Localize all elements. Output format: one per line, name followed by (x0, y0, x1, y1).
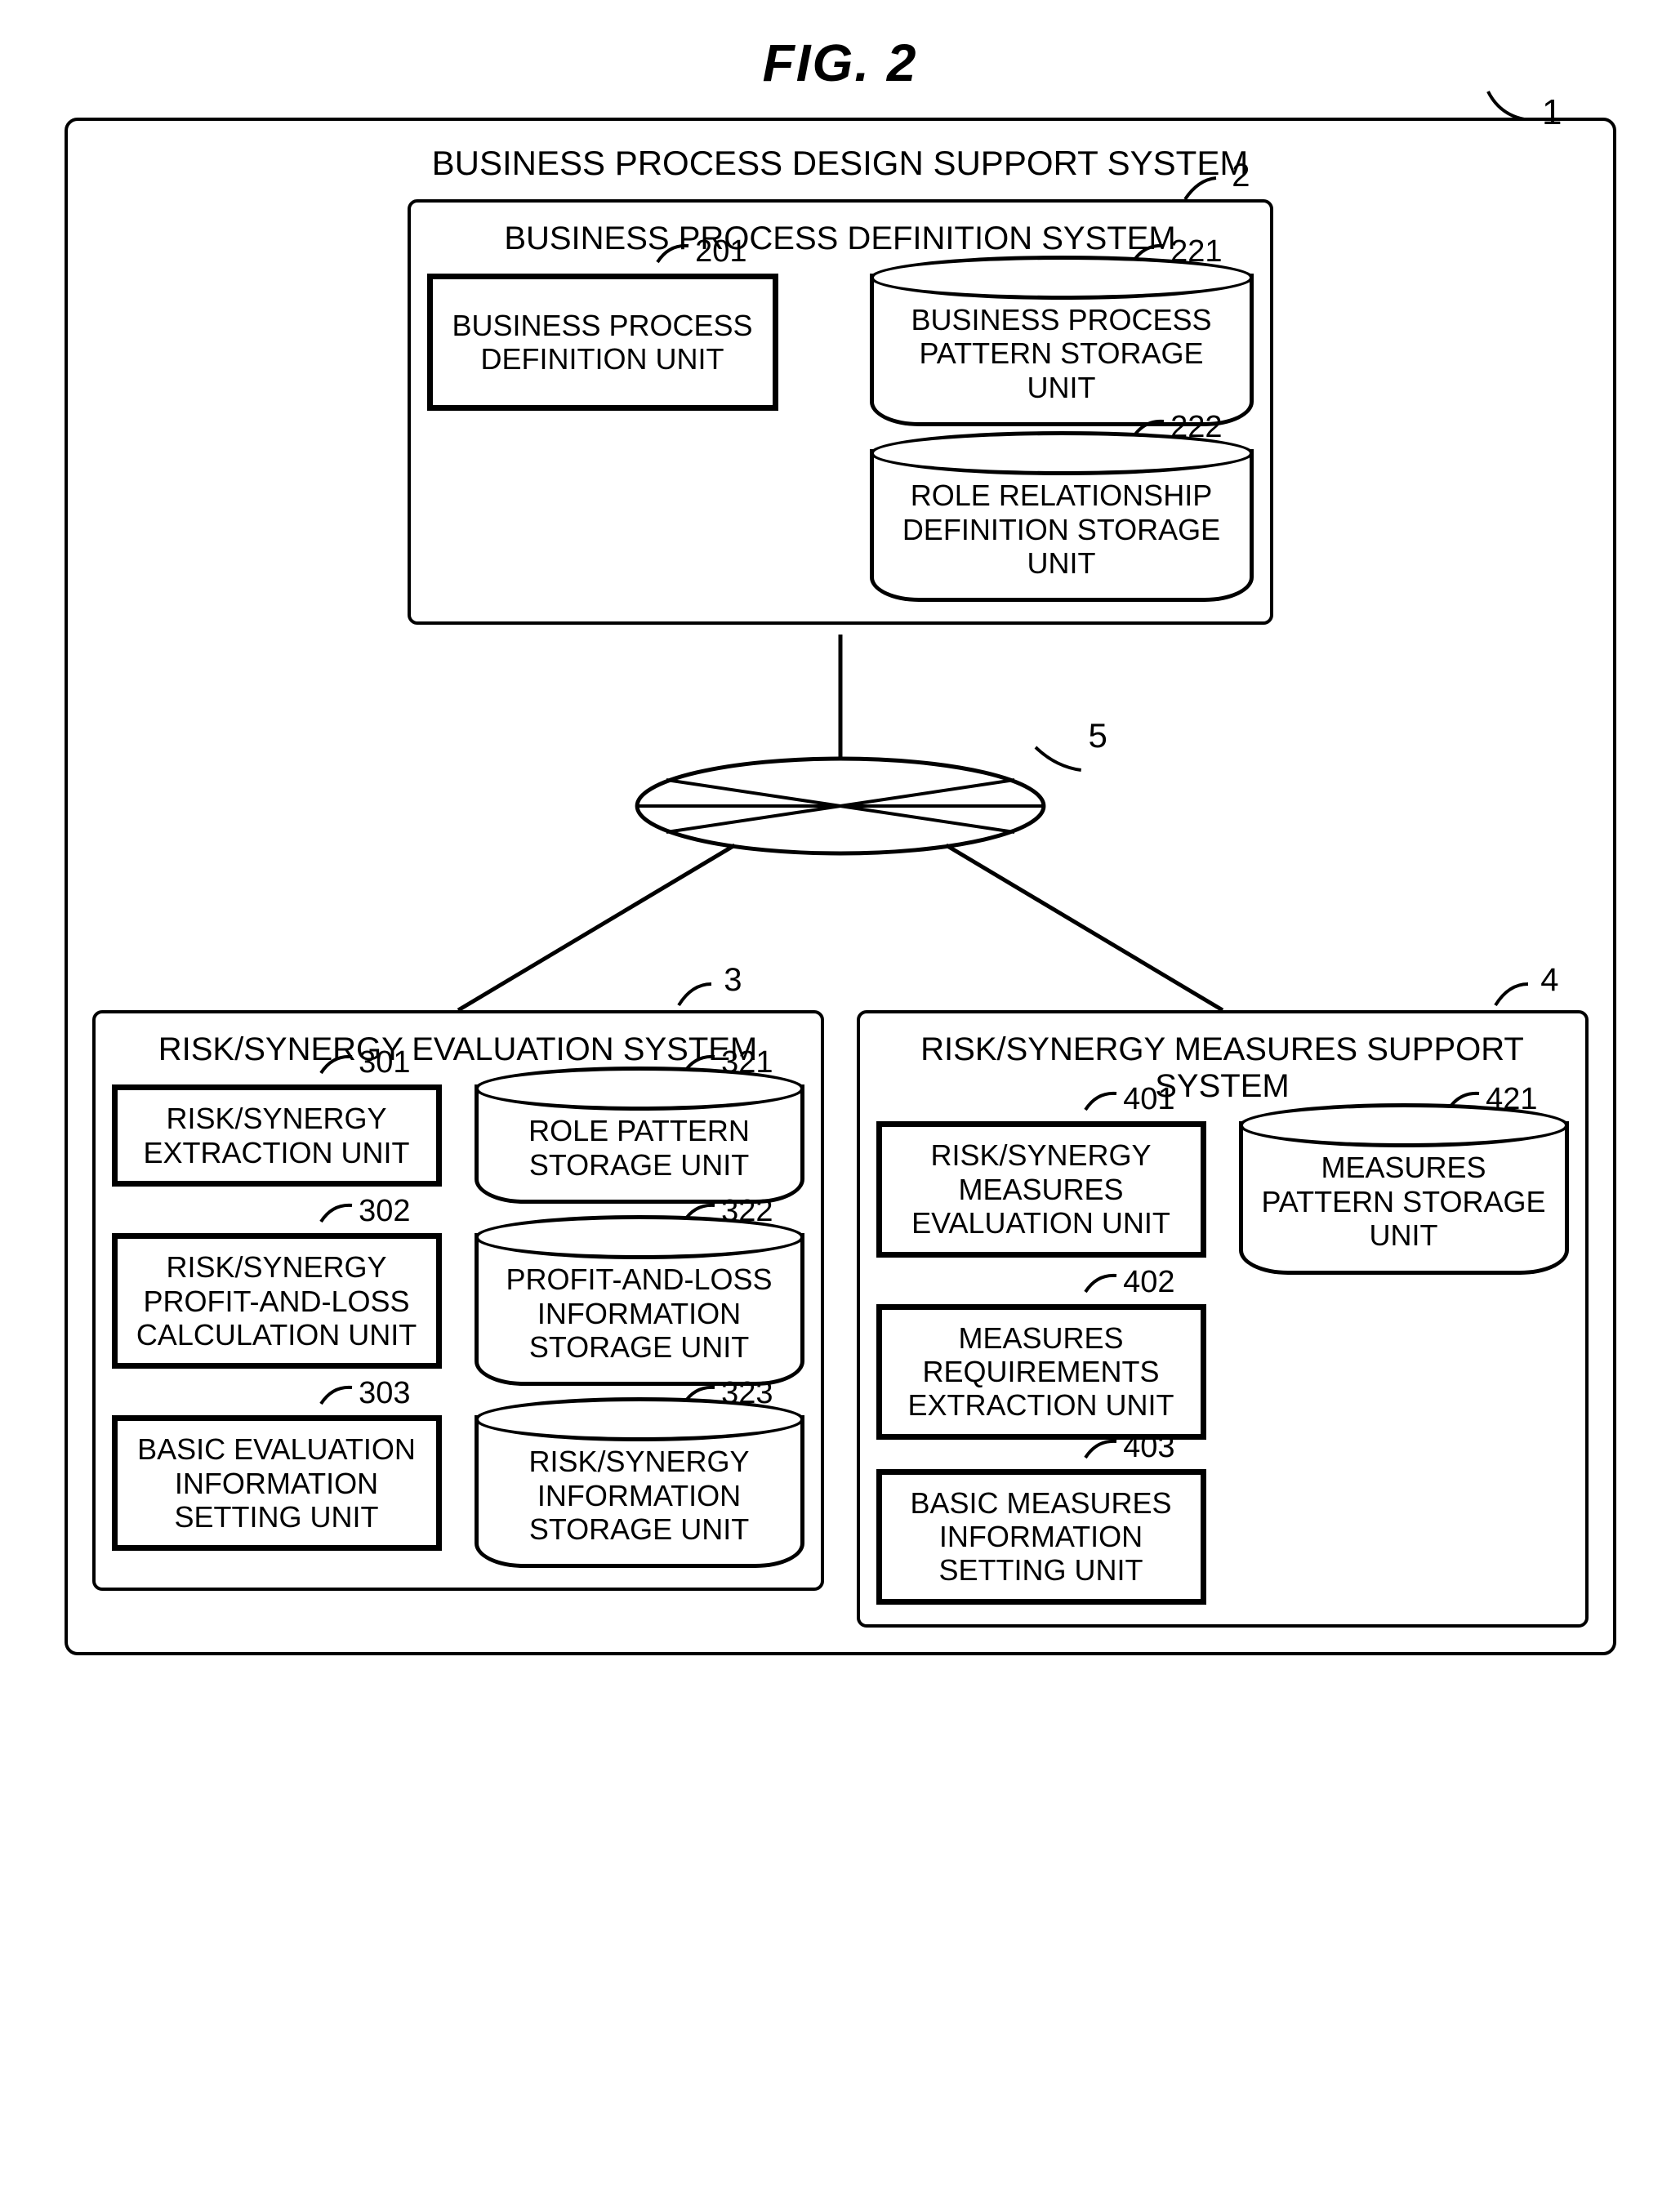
network-ref-label: 5 (1089, 716, 1107, 755)
meas-ref-num: 4 (1540, 962, 1558, 998)
network-connector: 5 (92, 635, 1589, 1010)
evaluation-system-box: RISK/SYNERGY EVALUATION SYSTEM 301 RISK/… (92, 1010, 824, 1591)
measures-requirements-extraction-unit: MEASURES REQUIREMENTS EXTRACTION UNIT (876, 1304, 1206, 1440)
ref-401: 401 (1081, 1082, 1174, 1117)
risk-synergy-measures-evaluation-unit: RISK/SYNERGY MEASURES EVALUATION UNIT (876, 1121, 1206, 1257)
eval-ref-num: 3 (724, 962, 742, 998)
basic-evaluation-info-setting-unit: BASIC EVALUATION INFORMATION SETTING UNI… (112, 1415, 442, 1551)
outer-title: BUSINESS PROCESS DESIGN SUPPORT SYSTEM (92, 144, 1589, 183)
definition-system-box: BUSINESS PROCESS DEFINITION SYSTEM 201 B… (408, 199, 1273, 625)
ref-302: 302 (316, 1194, 410, 1229)
risk-synergy-profit-loss-calc-unit: RISK/SYNERGY PROFIT-AND-LOSS CALCULATION… (112, 1233, 442, 1369)
business-process-pattern-storage: BUSINESS PROCESS PATTERN STORAGE UNIT (870, 274, 1254, 426)
profit-loss-info-storage: PROFIT-AND-LOSS INFORMATION STORAGE UNIT (475, 1233, 804, 1386)
role-relationship-definition-storage: ROLE RELATIONSHIP DEFINITION STORAGE UNI… (870, 449, 1254, 602)
basic-measures-info-setting-unit: BASIC MEASURES INFORMATION SETTING UNIT (876, 1469, 1206, 1605)
role-pattern-storage: ROLE PATTERN STORAGE UNIT (475, 1084, 804, 1204)
risk-synergy-extraction-unit: RISK/SYNERGY EXTRACTION UNIT (112, 1084, 442, 1187)
figure-title: FIG. 2 (16, 33, 1664, 93)
measures-system-box: RISK/SYNERGY MEASURES SUPPORT SYSTEM 401… (857, 1010, 1589, 1628)
risk-synergy-info-storage: RISK/SYNERGY INFORMATION STORAGE UNIT (475, 1415, 804, 1568)
ref-403: 403 (1081, 1430, 1174, 1465)
business-process-definition-unit: BUSINESS PROCESS DEFINITION UNIT (427, 274, 778, 411)
measures-pattern-storage: MEASURES PATTERN STORAGE UNIT (1239, 1121, 1569, 1274)
ref-201: 201 (653, 234, 746, 269)
def-ref-num: 2 (1232, 158, 1250, 194)
outer-system-box: BUSINESS PROCESS DESIGN SUPPORT SYSTEM 2… (65, 118, 1616, 1655)
ref-301: 301 (316, 1045, 410, 1080)
ref-402: 402 (1081, 1265, 1174, 1300)
ref-303: 303 (316, 1376, 410, 1411)
